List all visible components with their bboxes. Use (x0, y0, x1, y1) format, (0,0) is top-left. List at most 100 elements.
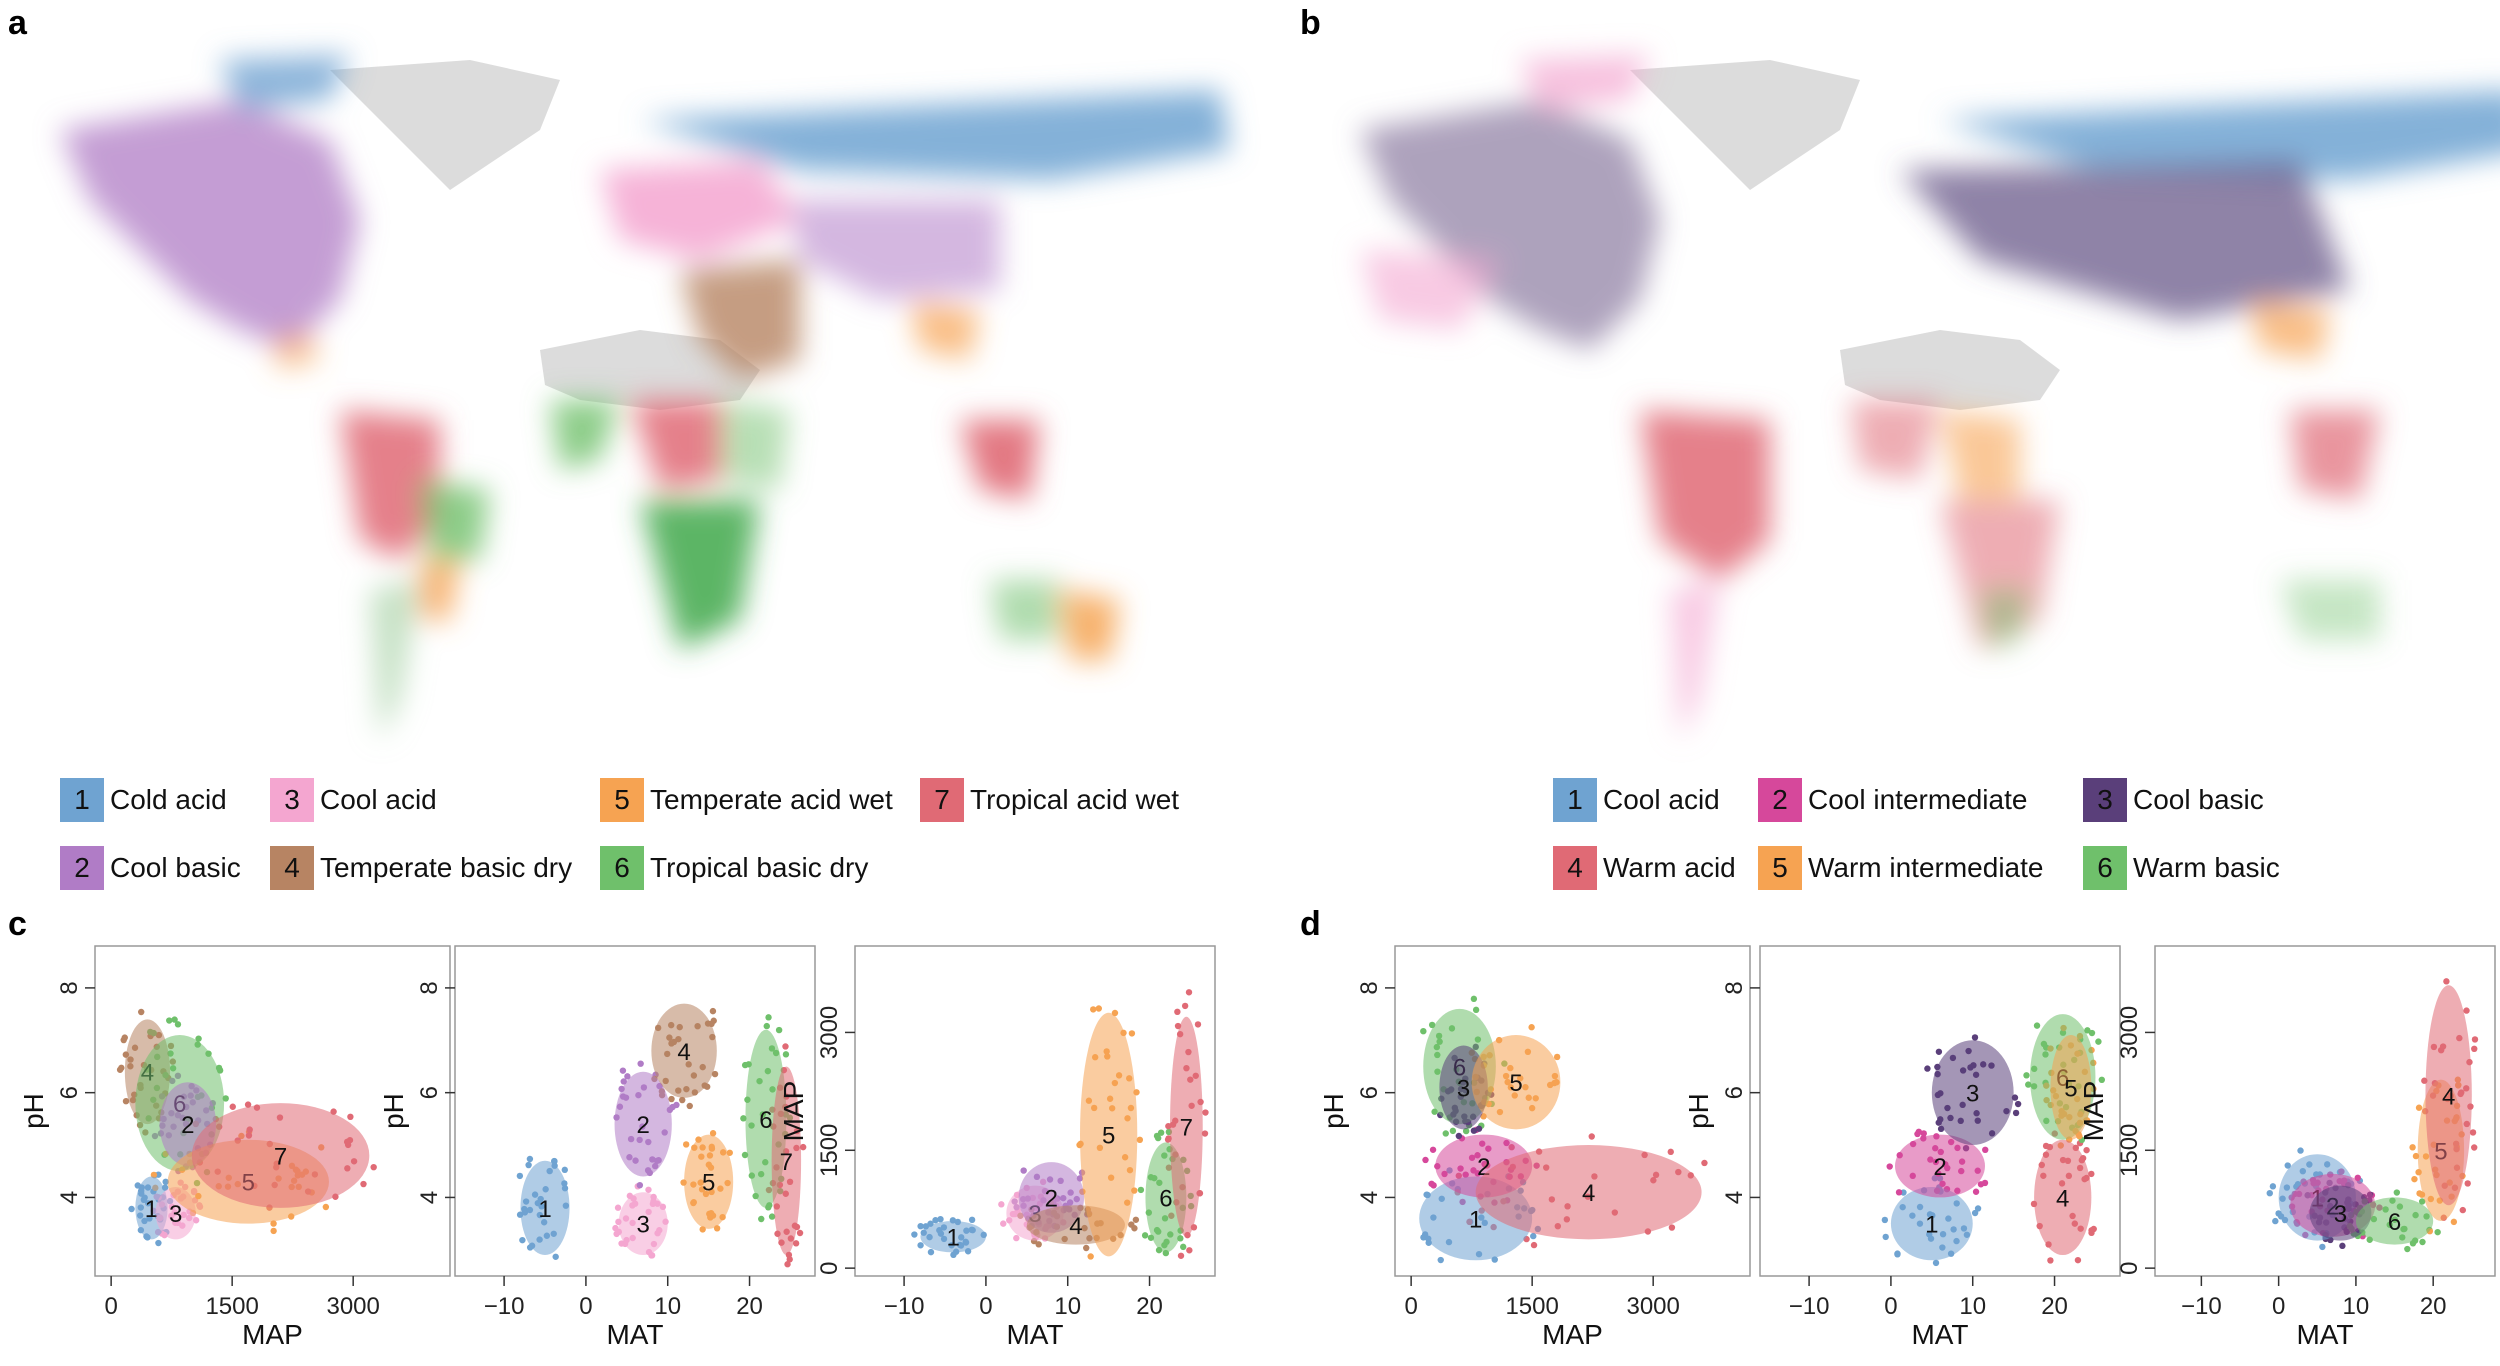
data-point (2269, 1183, 2277, 1190)
legend-a-label-1: Cold acid (110, 784, 227, 815)
cluster-ellipse-1 (520, 1160, 570, 1256)
data-point (1128, 1030, 1136, 1037)
data-point (1179, 1243, 1187, 1251)
data-point (796, 1229, 804, 1237)
legend-b-item-6: 6 Warm basic (2083, 846, 2280, 890)
y-tick-label: 0 (2116, 1261, 2143, 1274)
cluster-ellipse-5 (2050, 1035, 2092, 1140)
data-point (2434, 1228, 2441, 1236)
y-tick-label: 4 (416, 1191, 443, 1204)
y-axis-label: MAP (2078, 1081, 2109, 1142)
x-tick-label: 20 (2420, 1293, 2447, 1320)
data-point (2033, 1022, 2041, 1029)
legend-b-label-3: Cool basic (2133, 784, 2264, 815)
x-tick-label: 0 (2272, 1293, 2285, 1320)
data-point (2471, 1045, 2478, 1053)
y-tick-label: 0 (816, 1261, 843, 1274)
data-point (2266, 1189, 2273, 1197)
x-axis-label: MAT (1006, 1319, 1063, 1350)
data-point (370, 1163, 377, 1171)
data-point (116, 1066, 124, 1073)
data-point (998, 1201, 1005, 1208)
data-point (1201, 1130, 1209, 1137)
data-point (1472, 1006, 1480, 1014)
x-tick-label: 1500 (1505, 1293, 1558, 1320)
data-point (758, 1215, 765, 1223)
data-point (1137, 1186, 1145, 1194)
cluster-label: 1 (1925, 1212, 1938, 1239)
legend-a-item-5: 5 Temperate acid wet (600, 778, 893, 822)
cluster-ellipse-3 (2309, 1185, 2372, 1241)
y-tick-label: 8 (416, 981, 443, 994)
cluster-ellipse-2 (1895, 1134, 1985, 1198)
data-point (2411, 1175, 2418, 1183)
legend-b-item-1: 1 Cool acid (1553, 778, 1720, 822)
plot-d3: −1001020015003000MATMAP123654 (2078, 945, 2496, 1350)
legend-b-item-3: 3 Cool basic (2083, 778, 2264, 822)
cluster-label: 3 (1457, 1075, 1470, 1102)
cluster-ellipse-7 (1170, 1016, 1203, 1237)
data-point (679, 1096, 686, 1104)
data-point (937, 1215, 944, 1223)
data-point (2463, 1007, 2470, 1014)
cluster-label: 5 (702, 1170, 715, 1197)
data-point (1972, 1188, 1980, 1195)
data-point (525, 1161, 532, 1169)
data-point (1924, 1065, 1931, 1072)
x-tick-label: 0 (1884, 1293, 1897, 1320)
y-tick-label: 8 (1721, 981, 1748, 994)
legend-a-label-2: Cool basic (110, 852, 241, 883)
legend-b: 1 Cool acid 2 Cool intermediate 3 Cool basi… (1553, 778, 2453, 898)
data-point (2095, 1038, 2102, 1045)
legend-a-item-3: 3 Cool acid (270, 778, 437, 822)
data-point (2074, 1256, 2082, 1264)
legend-b-label-2: Cool intermediate (1808, 784, 2028, 815)
data-point (1971, 1209, 1979, 1217)
cluster-label: 3 (169, 1201, 182, 1228)
data-point (2339, 1242, 2346, 1250)
data-point (1449, 1127, 1457, 1135)
data-point (2443, 978, 2450, 985)
data-point (765, 1014, 772, 1021)
y-tick-label: 6 (56, 1086, 83, 1099)
data-point (614, 1204, 622, 1211)
cluster-ellipse-3 (1931, 1040, 2014, 1146)
legend-b-swatch-1: 1 (1553, 778, 1597, 822)
data-point (1881, 1216, 1889, 1224)
data-point (1013, 1234, 1020, 1242)
y-axis-label: MAP (778, 1081, 809, 1142)
data-point (1462, 1127, 1470, 1135)
cluster-label: 1 (947, 1225, 960, 1252)
y-tick-label: 4 (56, 1191, 83, 1204)
data-point (1981, 1179, 1989, 1187)
panel-letter-d: d (1300, 905, 1321, 943)
cluster-label: 1 (538, 1196, 551, 1223)
data-point (1588, 1133, 1595, 1140)
cluster-label: 3 (2334, 1201, 2347, 1228)
data-point (917, 1222, 924, 1230)
legend-a-item-2: 2 Cool basic (60, 846, 241, 890)
data-point (1428, 1180, 1435, 1187)
legend-a-label-5: Temperate acid wet (650, 784, 893, 815)
data-point (1202, 1109, 1209, 1116)
data-point (1971, 1034, 1979, 1041)
data-point (784, 1261, 791, 1268)
data-point (1087, 1253, 1094, 1260)
data-point (270, 1220, 277, 1227)
data-point (2088, 1029, 2096, 1037)
data-point (174, 1021, 182, 1028)
cluster-label: 2 (181, 1112, 194, 1139)
data-point (1132, 1216, 1140, 1223)
data-point (229, 1103, 236, 1110)
data-point (120, 1036, 127, 1044)
y-tick-label: 6 (416, 1086, 443, 1099)
data-point (2012, 1109, 2020, 1117)
data-point (138, 1008, 145, 1016)
data-point (2025, 1081, 2032, 1088)
x-tick-label: 20 (2041, 1293, 2068, 1320)
data-point (2088, 1170, 2095, 1178)
data-point (711, 1070, 719, 1078)
data-point (1475, 1125, 1483, 1132)
legend-a-swatch-5: 5 (600, 778, 644, 822)
x-tick-label: 3000 (1626, 1293, 1679, 1320)
